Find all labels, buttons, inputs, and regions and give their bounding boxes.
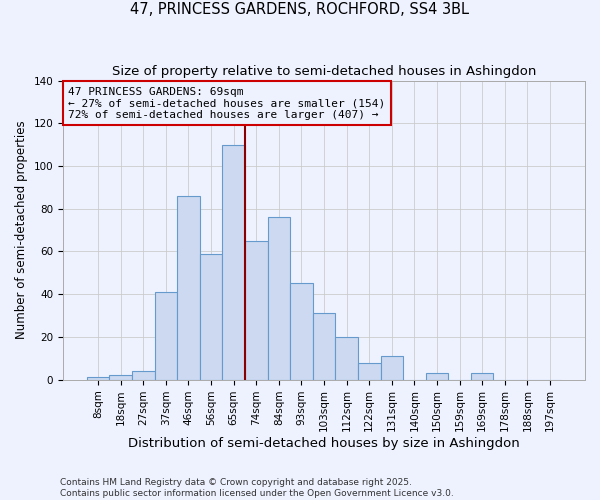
Y-axis label: Number of semi-detached properties: Number of semi-detached properties — [15, 121, 28, 340]
X-axis label: Distribution of semi-detached houses by size in Ashingdon: Distribution of semi-detached houses by … — [128, 437, 520, 450]
Bar — [132, 371, 155, 380]
Text: Contains HM Land Registry data © Crown copyright and database right 2025.
Contai: Contains HM Land Registry data © Crown c… — [60, 478, 454, 498]
Bar — [290, 284, 313, 380]
Bar — [471, 373, 493, 380]
Bar — [425, 373, 448, 380]
Bar — [109, 376, 132, 380]
Text: 47 PRINCESS GARDENS: 69sqm
← 27% of semi-detached houses are smaller (154)
72% o: 47 PRINCESS GARDENS: 69sqm ← 27% of semi… — [68, 86, 385, 120]
Bar — [268, 218, 290, 380]
Bar — [155, 292, 177, 380]
Bar — [245, 241, 268, 380]
Bar — [177, 196, 200, 380]
Bar — [87, 378, 109, 380]
Bar — [223, 144, 245, 380]
Bar — [313, 314, 335, 380]
Bar — [335, 337, 358, 380]
Bar — [358, 362, 380, 380]
Title: Size of property relative to semi-detached houses in Ashingdon: Size of property relative to semi-detach… — [112, 65, 536, 78]
Bar — [200, 254, 223, 380]
Text: 47, PRINCESS GARDENS, ROCHFORD, SS4 3BL: 47, PRINCESS GARDENS, ROCHFORD, SS4 3BL — [131, 2, 470, 18]
Bar — [380, 356, 403, 380]
